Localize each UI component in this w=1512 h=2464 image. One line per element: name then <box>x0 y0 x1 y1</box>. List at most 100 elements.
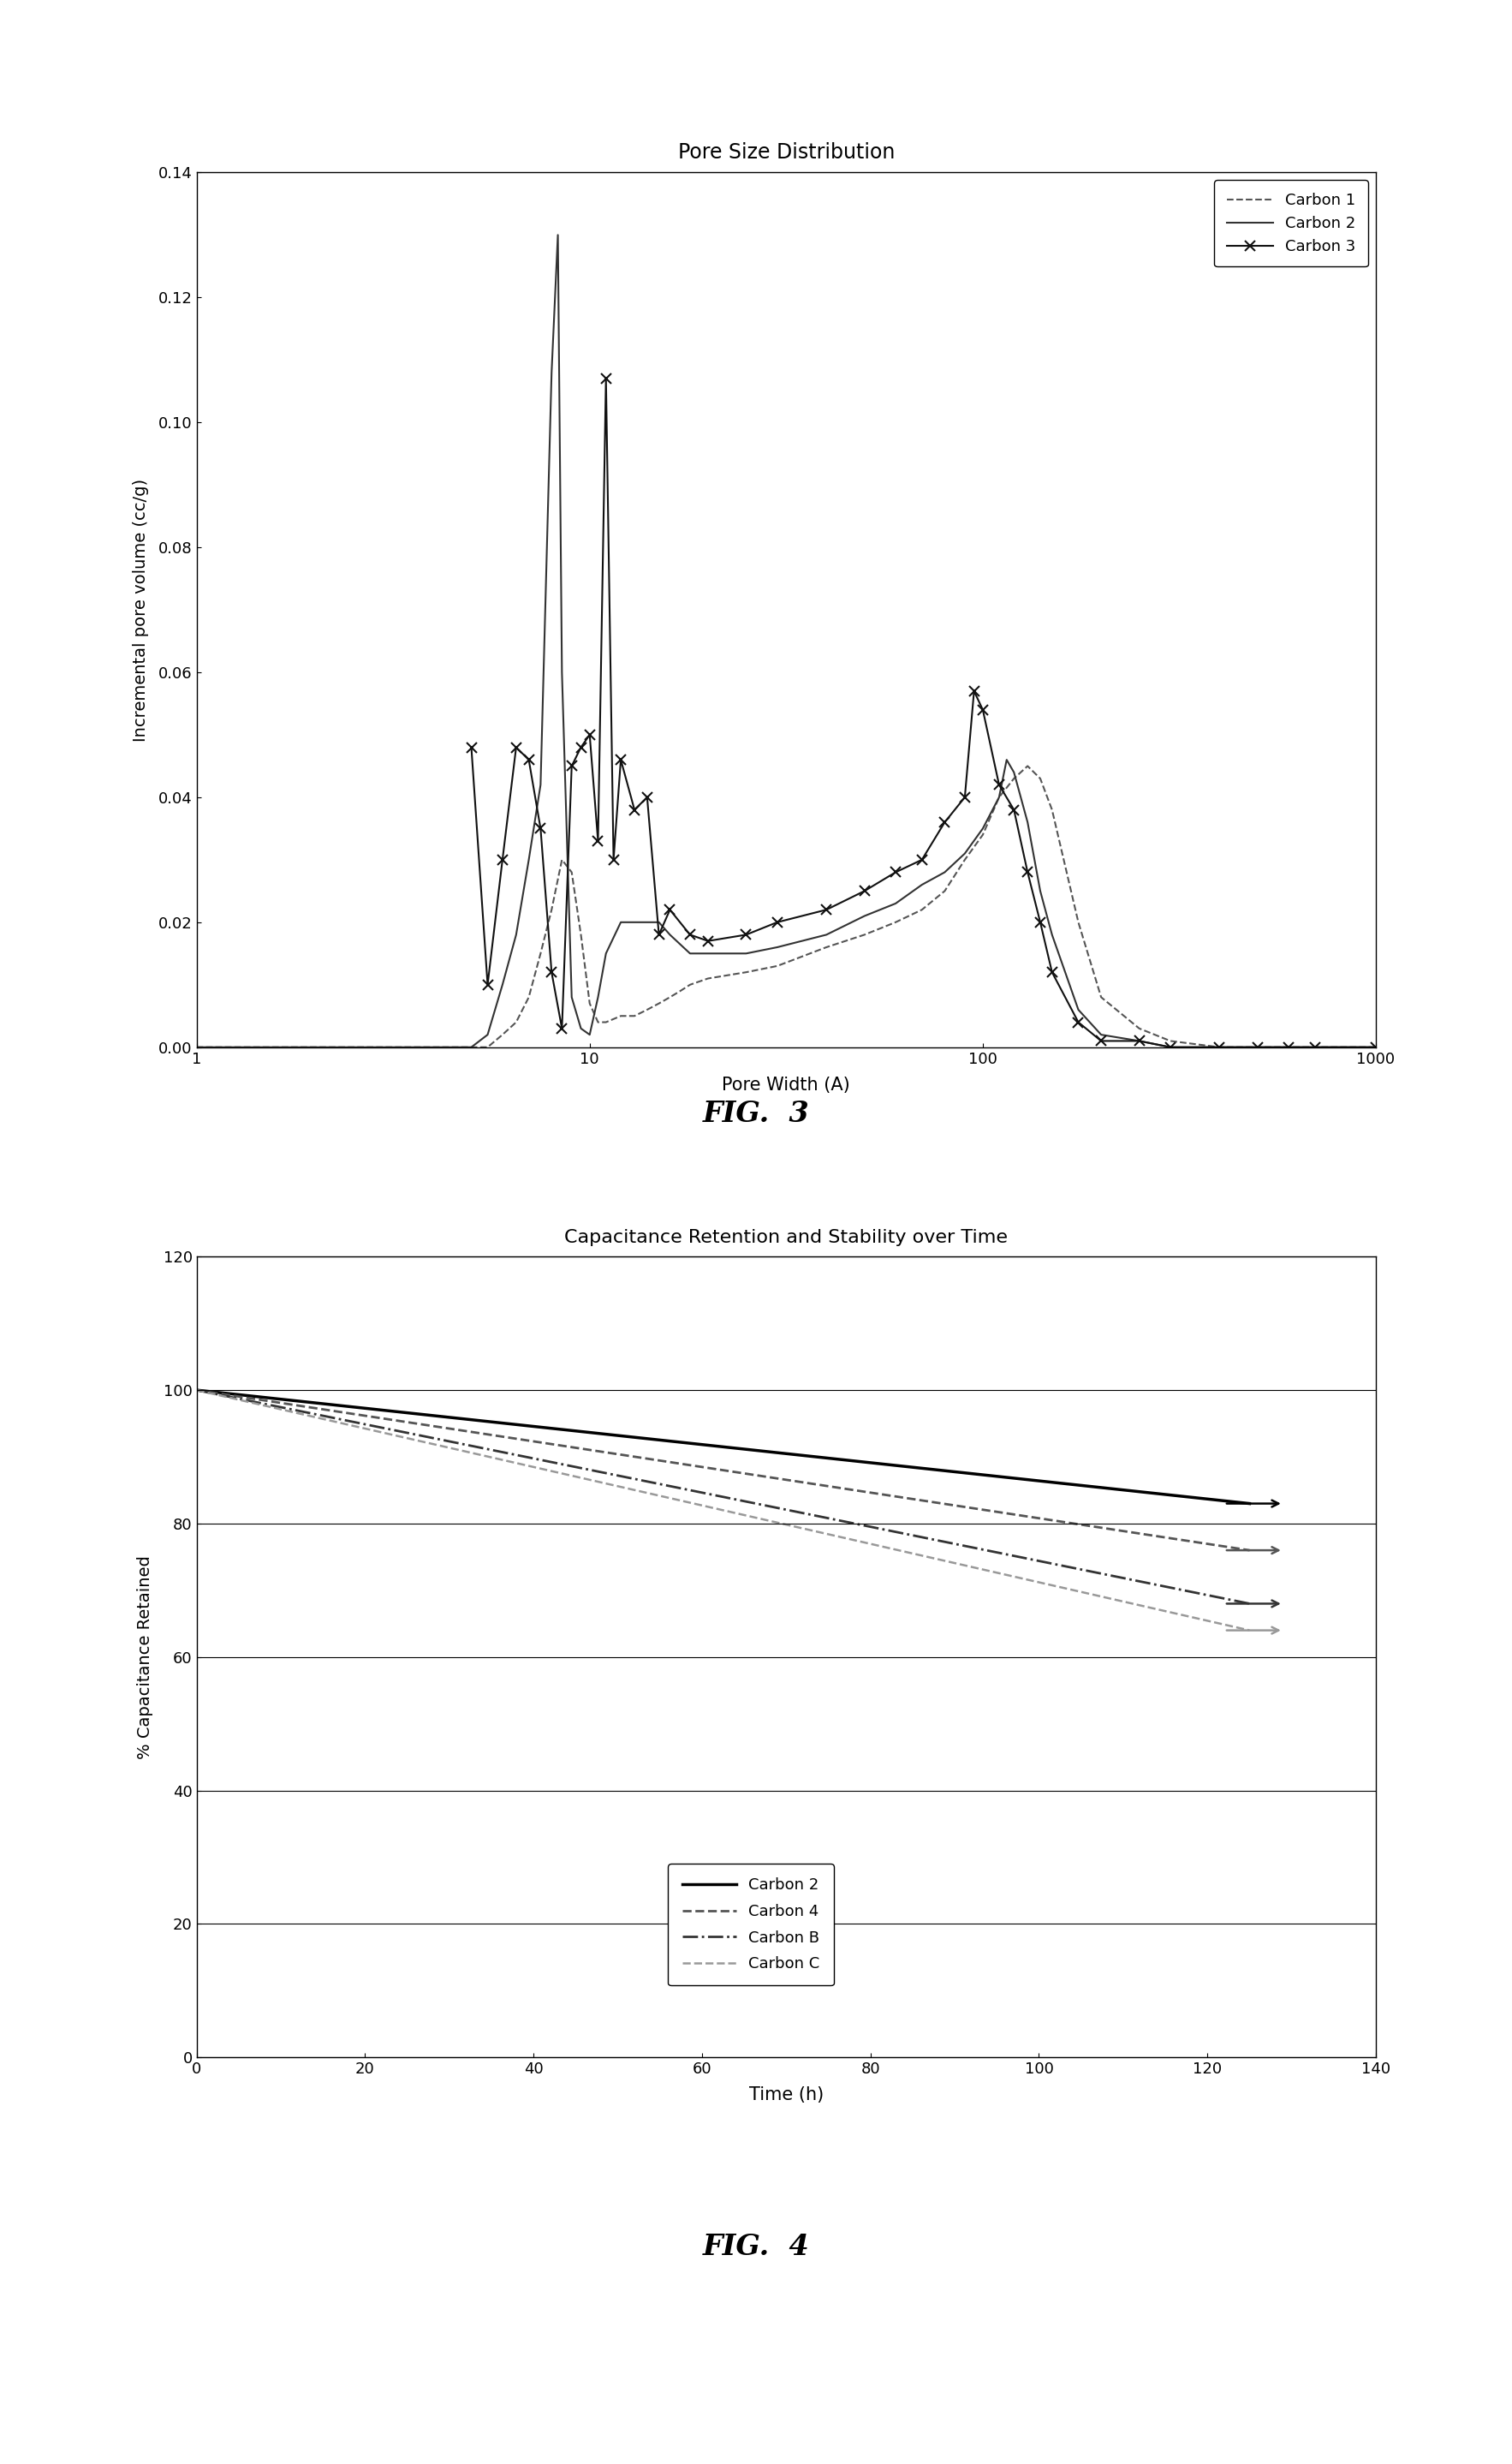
Carbon 2 <box>572 1013 590 1042</box>
Carbon 2 <box>478 1020 496 1050</box>
Carbon 2 <box>1069 995 1087 1025</box>
Carbon 3 <box>768 907 786 936</box>
Carbon 1 <box>736 958 754 988</box>
Carbon 3 <box>736 919 754 949</box>
Carbon 3 <box>478 971 496 1000</box>
Y-axis label: Incremental pore volume (cc/g): Incremental pore volume (cc/g) <box>133 478 148 742</box>
Carbon 3 <box>562 752 581 781</box>
Carbon 1 <box>1043 796 1061 825</box>
Carbon 1 <box>818 931 836 961</box>
Carbon 1 <box>590 1008 608 1037</box>
Line: Carbon 3: Carbon 3 <box>467 375 1380 1052</box>
Carbon 3 <box>818 894 836 924</box>
Carbon 1 <box>956 845 974 875</box>
Carbon 3 <box>597 365 615 394</box>
Carbon 2 <box>650 907 668 936</box>
Carbon 3 <box>520 744 538 774</box>
Carbon 2 <box>699 939 717 968</box>
Carbon 1 <box>463 1032 481 1062</box>
Legend: Carbon 2, Carbon 4, Carbon B, Carbon C: Carbon 2, Carbon 4, Carbon B, Carbon C <box>668 1863 833 1986</box>
Carbon 3 <box>661 894 679 924</box>
Carbon 1 <box>638 995 656 1025</box>
Carbon 2 <box>549 219 567 249</box>
Carbon 3 <box>493 845 511 875</box>
Carbon 1 <box>913 894 931 924</box>
Carbon 2 <box>581 1020 599 1050</box>
Carbon 3 <box>990 769 1009 798</box>
Carbon 2 <box>543 357 561 387</box>
Carbon 1 <box>990 784 1009 813</box>
Carbon 3 <box>581 719 599 749</box>
Carbon 2 <box>1019 808 1037 838</box>
Carbon 3 <box>974 695 992 724</box>
Carbon 2 <box>562 983 581 1013</box>
Title: Capacitance Retention and Stability over Time: Capacitance Retention and Stability over… <box>564 1230 1009 1247</box>
Carbon 3 <box>1211 1032 1229 1062</box>
Carbon 1 <box>493 1020 511 1050</box>
Carbon 2 <box>493 971 511 1000</box>
Carbon 3 <box>1367 1032 1385 1062</box>
Carbon 3 <box>1161 1032 1179 1062</box>
Carbon 2 <box>1005 756 1024 786</box>
Carbon 2 <box>597 939 615 968</box>
Carbon 1 <box>661 983 679 1013</box>
Carbon 1 <box>1031 764 1049 793</box>
Carbon 2 <box>661 919 679 949</box>
Carbon 3 <box>680 919 699 949</box>
Carbon 1 <box>507 1008 525 1037</box>
Carbon 1 <box>187 1032 206 1062</box>
Carbon 2 <box>1249 1032 1267 1062</box>
Carbon 2 <box>998 744 1016 774</box>
Carbon 3 <box>1031 907 1049 936</box>
Carbon 1 <box>1211 1032 1229 1062</box>
Carbon 2 <box>1211 1032 1229 1062</box>
Carbon 2 <box>736 939 754 968</box>
Carbon 2 <box>638 907 656 936</box>
Carbon 1 <box>562 857 581 887</box>
Carbon 2 <box>1129 1025 1148 1055</box>
Carbon 2 <box>590 983 608 1013</box>
Carbon 1 <box>572 919 590 949</box>
Carbon 1 <box>650 988 668 1018</box>
Carbon 1 <box>768 951 786 981</box>
Carbon 3 <box>507 732 525 761</box>
Carbon 2 <box>507 919 525 949</box>
Carbon 1 <box>553 845 572 875</box>
Carbon 2 <box>768 931 786 961</box>
Carbon 1 <box>1092 983 1110 1013</box>
Carbon 3 <box>886 857 904 887</box>
Carbon 3 <box>856 877 874 907</box>
Carbon 1 <box>1129 1013 1148 1042</box>
Carbon 2 <box>990 784 1009 813</box>
Carbon 3 <box>1005 796 1024 825</box>
Text: FIG.  4: FIG. 4 <box>703 2232 809 2262</box>
Carbon 3 <box>612 744 631 774</box>
Carbon 2 <box>626 907 644 936</box>
Carbon 2 <box>520 845 538 875</box>
Carbon 1 <box>936 877 954 907</box>
Carbon 2 <box>974 813 992 843</box>
Carbon 3 <box>1129 1025 1148 1055</box>
Carbon 1 <box>974 821 992 850</box>
Carbon 2 <box>1043 919 1061 949</box>
Carbon 2 <box>187 1032 206 1062</box>
Carbon 1 <box>671 976 689 1005</box>
Carbon 3 <box>1279 1032 1297 1062</box>
Carbon 1 <box>612 1000 631 1030</box>
Carbon 1 <box>597 1008 615 1037</box>
Carbon 2 <box>1367 1032 1385 1062</box>
Carbon 3 <box>1092 1025 1110 1055</box>
Carbon 2 <box>425 1032 443 1062</box>
Text: FIG.  3: FIG. 3 <box>703 1099 809 1129</box>
Carbon 1 <box>1249 1032 1267 1062</box>
Carbon 1 <box>886 907 904 936</box>
Carbon 1 <box>532 939 550 968</box>
Carbon 1 <box>1069 907 1087 936</box>
Carbon 3 <box>936 808 954 838</box>
Carbon 2 <box>553 658 572 687</box>
Carbon 1 <box>1005 764 1024 793</box>
Carbon 3 <box>553 1013 572 1042</box>
Carbon 2 <box>1161 1032 1179 1062</box>
Legend: Carbon 1, Carbon 2, Carbon 3: Carbon 1, Carbon 2, Carbon 3 <box>1214 180 1368 266</box>
Carbon 3 <box>572 732 590 761</box>
